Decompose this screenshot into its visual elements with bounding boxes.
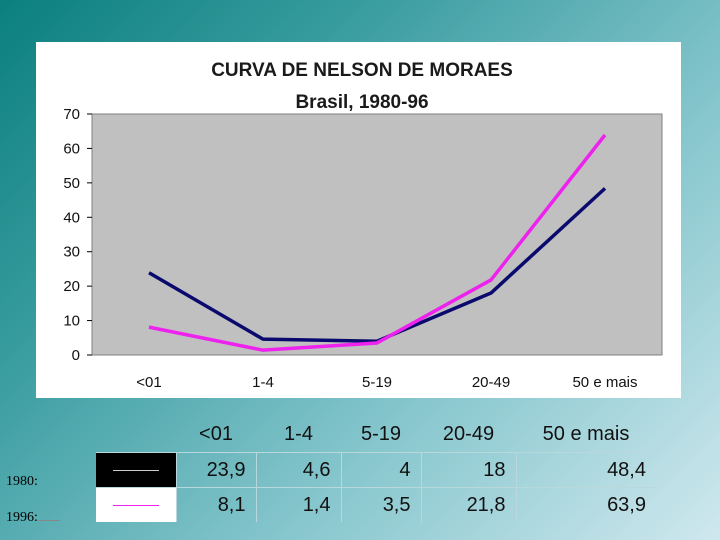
data-table: <01 1-4 5-19 20-49 50 e mais 23,9 4,6 4 …	[96, 416, 656, 522]
table-header-row: <01 1-4 5-19 20-49 50 e mais	[96, 416, 656, 453]
y-tick-label: 30	[63, 244, 80, 261]
y-tick-label: 70	[63, 106, 80, 123]
table-cell: 18	[420, 452, 516, 488]
plot-area	[91, 113, 663, 356]
table-corner	[96, 416, 176, 453]
series-swatch-1980	[96, 452, 176, 488]
series-line-1996	[148, 133, 607, 352]
y-tick-label: 50	[63, 175, 80, 192]
x-tick-label: 20-49	[472, 374, 510, 391]
table-header-cell: 20-49	[442, 422, 495, 445]
x-tick-label: <01	[136, 374, 161, 391]
table-row: 23,9 4,6 4 18 48,4	[96, 452, 656, 488]
table-cell: 8,1	[175, 487, 256, 522]
table-cell: 48,4	[515, 452, 656, 488]
line-chart: CURVA DE NELSON DE MORAES Brasil, 1980-9…	[63, 60, 663, 391]
x-tick-label: 1-4	[252, 374, 274, 391]
x-axis: <01 1-4 5-19 20-49 50 e mais	[136, 374, 637, 391]
x-tick-label: 50 e mais	[572, 374, 637, 391]
y-tick-label: 40	[63, 209, 80, 226]
y-tick-label: 60	[63, 140, 80, 157]
table-header-cell: 1-4	[284, 422, 313, 445]
chart-subtitle: Brasil, 1980-96	[295, 92, 428, 113]
table-header-cell: <01	[199, 422, 233, 445]
series-swatch-1996	[96, 487, 176, 522]
row-label-1980: 1980:	[6, 474, 38, 489]
y-tick-label: 10	[63, 313, 80, 330]
y-axis: 0 10 20 30 40 50 60 70	[63, 106, 92, 364]
table-cell: 4	[340, 452, 421, 488]
table-header-cell: 5-19	[360, 422, 402, 445]
table-row: 8,1 1,4 3,5 21,8 63,9	[96, 487, 656, 522]
table-cell: 1,4	[255, 487, 341, 522]
y-tick-label: 0	[72, 347, 80, 364]
chart-panel: CURVA DE NELSON DE MORAES Brasil, 1980-9…	[36, 42, 681, 398]
table-cell: 3,5	[340, 487, 421, 522]
series-layer	[148, 133, 607, 352]
table-cell: 63,9	[515, 487, 656, 522]
chart-title: CURVA DE NELSON DE MORAES	[211, 60, 513, 81]
row-label-1996: 1996:	[6, 510, 60, 526]
y-tick-label: 20	[63, 278, 80, 295]
table-cell: 23,9	[175, 452, 256, 488]
table-cell: 21,8	[420, 487, 516, 522]
x-tick-label: 5-19	[362, 374, 392, 391]
table-header-cell: 50 e mais	[542, 422, 630, 445]
table-cell: 4,6	[255, 452, 341, 488]
